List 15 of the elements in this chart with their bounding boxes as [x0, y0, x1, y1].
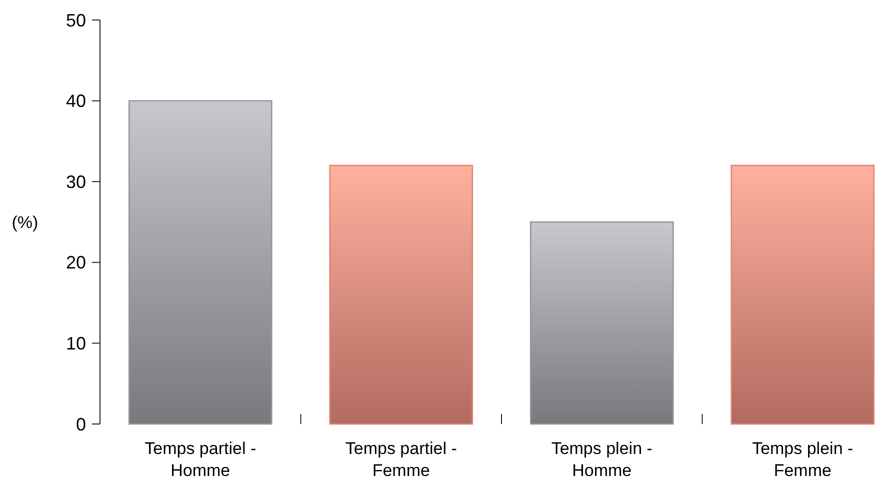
- x-tick-label: Temps plein - Homme: [551, 439, 652, 480]
- y-axis-title: (%): [12, 213, 38, 232]
- y-tick-label: 0: [76, 414, 86, 434]
- bar: [730, 164, 875, 425]
- x-tick-label: Temps plein - Femme: [752, 439, 854, 480]
- bar: [530, 221, 674, 425]
- y-tick-label: 10: [66, 334, 86, 354]
- x-tick-label: Temps partiel - Homme: [144, 439, 256, 480]
- bar: [128, 100, 272, 425]
- x-tick-label: Temps partiel - Femme: [345, 439, 457, 480]
- y-tick-label: 30: [66, 172, 86, 192]
- bar: [329, 164, 474, 425]
- y-tick-label: 20: [66, 252, 86, 273]
- y-tick-label: 40: [66, 91, 86, 112]
- y-tick-label: 50: [66, 10, 86, 30]
